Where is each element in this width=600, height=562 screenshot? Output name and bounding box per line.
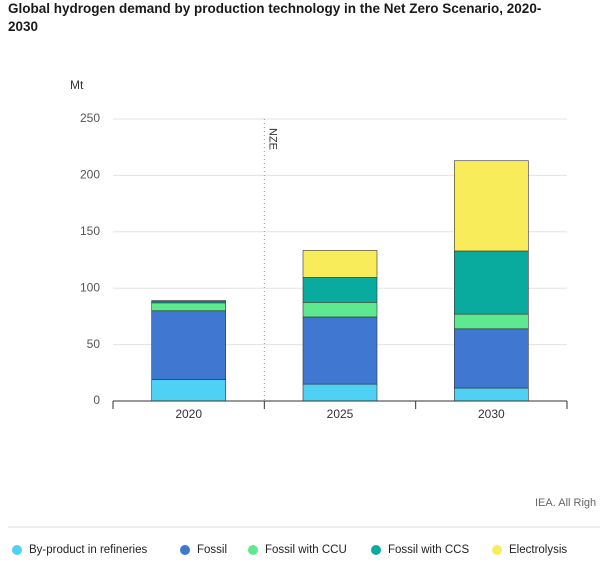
bar-segment xyxy=(454,328,529,389)
y-tick-label: 100 xyxy=(80,280,100,294)
bar-segment xyxy=(302,301,378,318)
bar-segment xyxy=(302,250,378,278)
annotation: NZE xyxy=(266,128,278,150)
x-tick-label: 2030 xyxy=(478,407,505,421)
chart-title: Global hydrogen demand by production tec… xyxy=(8,1,542,34)
y-tick-label: 150 xyxy=(80,224,100,238)
y-axis-label: Mt xyxy=(70,78,84,92)
legend-label: Fossil xyxy=(197,544,227,556)
legend-marker xyxy=(12,545,22,555)
bar-segment xyxy=(151,379,226,402)
x-tick-label: 2020 xyxy=(175,407,202,421)
y-tick-label: 200 xyxy=(80,168,100,182)
bar-segment xyxy=(454,250,529,315)
y-tick-label: 250 xyxy=(80,111,100,125)
bar-segment xyxy=(151,300,226,302)
bar-segment xyxy=(454,387,529,402)
bar-segment xyxy=(302,383,378,402)
legend-marker xyxy=(492,545,502,555)
bar-segment xyxy=(454,313,529,330)
bar-segment xyxy=(151,310,226,380)
legend-marker xyxy=(248,545,258,555)
legend-marker xyxy=(180,545,190,555)
legend-label: Fossil with CCS xyxy=(388,544,469,556)
bar-segment xyxy=(151,302,226,312)
source: IEA. All Righ xyxy=(535,497,596,509)
legend-label: By-product in refineries xyxy=(29,544,147,556)
bar-segment xyxy=(302,316,378,385)
y-tick-label: 0 xyxy=(93,393,100,407)
legend-label: Fossil with CCU xyxy=(265,544,347,556)
legend-marker xyxy=(371,545,381,555)
bar-segment xyxy=(302,277,378,303)
bar-segment xyxy=(454,160,529,252)
y-tick-label: 50 xyxy=(87,337,101,351)
x-tick-label: 2025 xyxy=(327,407,354,421)
legend-label: Electrolysis xyxy=(509,544,567,556)
